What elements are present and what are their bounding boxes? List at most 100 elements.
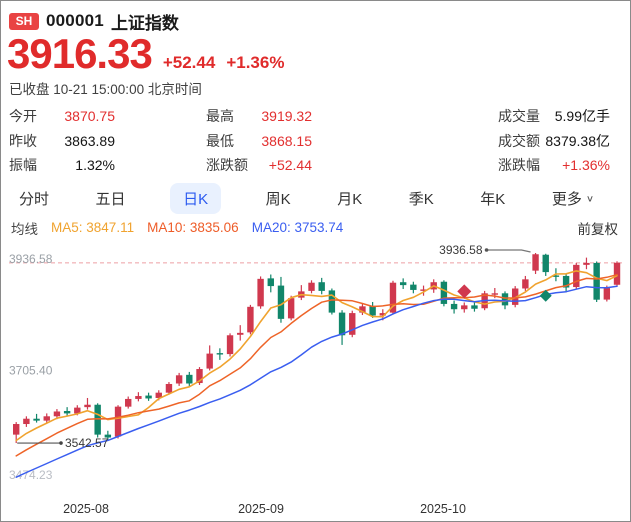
stat-value: +52.44 — [268, 157, 312, 174]
candle-body — [63, 410, 71, 413]
stat-value: 5.99亿手 — [554, 108, 610, 125]
candle-body — [125, 398, 132, 407]
candle-body — [216, 352, 224, 355]
candle-body — [573, 264, 580, 287]
candle-body — [114, 406, 122, 437]
candle-body — [359, 305, 366, 313]
stock-code: 000001 — [46, 11, 104, 30]
stat-value: 1.32% — [75, 157, 115, 174]
candle-body — [84, 404, 91, 407]
stat-value: 3919.32 — [261, 108, 312, 125]
more-tabs-button[interactable]: 更多 ∨ — [550, 183, 596, 214]
candle-body — [145, 395, 152, 398]
candle-body — [522, 278, 529, 288]
adjust-mode-button[interactable]: 前复权 — [577, 221, 619, 237]
stat-label: 成交量 — [498, 108, 540, 125]
y-axis-label: 3474.23 — [9, 468, 53, 482]
ma20-line — [15, 285, 618, 478]
stat-label: 昨收 — [9, 132, 37, 149]
candle-body — [501, 292, 509, 305]
market-status: 已收盘 10-21 15:00:00 北京时间 — [9, 82, 202, 97]
stat-value: 3863.89 — [64, 132, 115, 149]
stat-row: 成交量 5.99亿手 — [498, 104, 610, 129]
ma10-line — [15, 273, 618, 457]
tab-2[interactable]: 日K — [170, 183, 222, 214]
candle-body — [206, 353, 213, 369]
stat-label: 最高 — [206, 108, 234, 125]
candle-body — [603, 287, 611, 300]
candle-body — [511, 287, 519, 305]
ma5-value: MA5: 3847.11 — [51, 220, 135, 235]
candle-body — [389, 282, 397, 313]
candle-body — [267, 277, 274, 286]
stats-column: 今开 3870.75 昨收 3863.89 振幅 1.32% — [9, 104, 115, 178]
stat-value: 8379.38亿 — [545, 132, 610, 149]
candle-body — [491, 292, 499, 295]
candle-body — [43, 415, 50, 421]
candle-body — [338, 312, 346, 335]
y-axis-label: 3936.58 — [9, 252, 53, 266]
candle-body — [104, 434, 112, 438]
high-annotation-dot — [484, 247, 489, 252]
stat-row: 涨跌额 +52.44 — [206, 153, 312, 178]
candle-body — [450, 303, 458, 309]
stat-value: 3870.75 — [64, 108, 115, 125]
x-axis-label: 2025-10 — [420, 502, 466, 516]
tab-0[interactable]: 分时 — [19, 191, 50, 208]
tab-3[interactable]: 周K — [265, 191, 291, 208]
low-annotation-dot — [59, 440, 63, 445]
candle-body — [583, 262, 590, 265]
candle-body — [399, 281, 407, 285]
stat-label: 涨跌幅 — [498, 157, 540, 174]
stat-label: 涨跌额 — [206, 157, 248, 174]
current-price: 3916.33 — [7, 30, 153, 77]
tab-5[interactable]: 季K — [408, 191, 434, 208]
candle-body — [318, 281, 325, 291]
candle-body — [237, 332, 244, 335]
candle-body — [226, 334, 234, 354]
candle-body — [440, 281, 448, 304]
stat-row: 成交额 8379.38亿 — [498, 129, 610, 154]
ma-prefix-label: 均线 — [11, 221, 38, 237]
stock-name: 上证指数 — [110, 13, 179, 33]
candle-body — [155, 392, 162, 398]
kline-chart[interactable]: 3936.58 3705.40 3474.23 3936.58 3542.57 2025-… — [1, 239, 631, 522]
event-diamond-marker[interactable] — [539, 289, 552, 302]
candle-body — [165, 383, 173, 393]
candle-body — [410, 284, 417, 290]
stat-row: 最低 3868.15 — [206, 129, 312, 154]
low-annotation-label: 3542.57 — [65, 436, 109, 450]
stat-row: 今开 3870.75 — [9, 104, 115, 129]
candle-body — [328, 289, 336, 313]
ma-legend: 均线 MA5: 3847.11 MA10: 3835.06 MA20: 3753… — [1, 217, 630, 239]
stats-grid: 今开 3870.75 昨收 3863.89 振幅 1.32% 最高 3919.32 最低 3868… — [1, 104, 630, 178]
stats-column: 最高 3919.32 最低 3868.15 涨跌额 +52.44 — [206, 104, 312, 178]
candle-body — [135, 395, 142, 399]
tab-1[interactable]: 五日 — [95, 191, 126, 208]
candle-body — [186, 374, 193, 384]
candle-body — [13, 423, 20, 435]
stat-value: 3868.15 — [261, 132, 312, 149]
stat-row: 涨跌幅 +1.36% — [498, 153, 610, 178]
stat-label: 成交额 — [498, 132, 540, 149]
x-axis-label: 2025-08 — [63, 502, 109, 516]
stat-label: 振幅 — [9, 157, 37, 174]
candle-body — [94, 404, 101, 435]
candle-body — [175, 374, 183, 384]
candle-body — [593, 262, 600, 300]
candle-body — [23, 418, 30, 424]
x-axis-label: 2025-09 — [238, 502, 284, 516]
candle-body — [420, 288, 427, 291]
more-label: 更多 — [551, 191, 582, 208]
chevron-down-icon: ∨ — [585, 194, 594, 204]
tab-4[interactable]: 月K — [337, 191, 363, 208]
candle-body — [247, 306, 254, 332]
tab-6[interactable]: 年K — [480, 191, 506, 208]
candle-body — [471, 304, 478, 309]
candle-body — [349, 312, 356, 335]
candle-body — [379, 312, 386, 315]
price-row: 3916.33 +52.44 +1.36% — [1, 30, 630, 77]
ma5-line — [15, 269, 618, 441]
candle-body — [613, 262, 621, 285]
event-diamond-marker[interactable] — [457, 283, 472, 298]
